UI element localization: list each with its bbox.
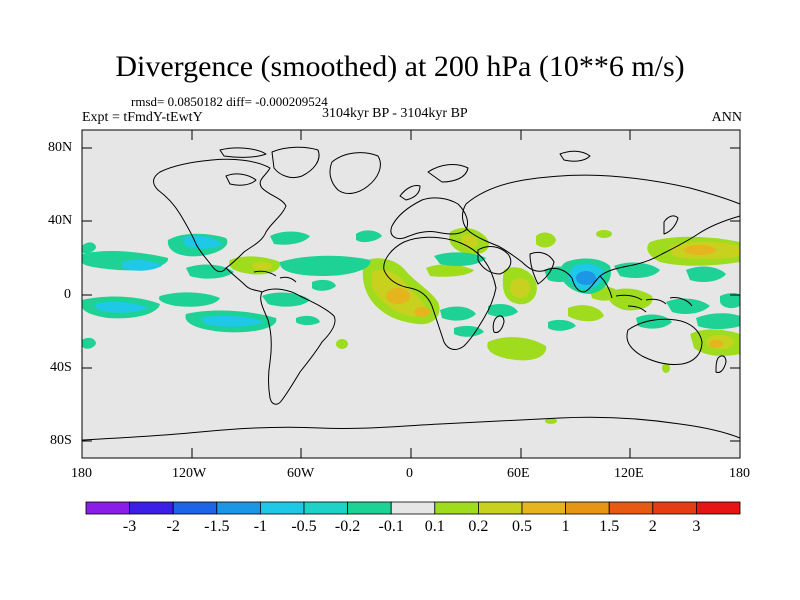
colorbar-label: 1.5 [599, 518, 620, 535]
lon-label-120e: 120E [614, 466, 644, 481]
lat-label-40n: 40N [48, 213, 73, 228]
colorbar-swatch [390, 501, 436, 515]
lon-label-120w: 120W [172, 466, 207, 481]
colorbar-label: -3 [122, 518, 137, 535]
lon-label-60w: 60W [287, 466, 315, 481]
lat-label-40s: 40S [50, 360, 72, 375]
colorbar-swatch [303, 501, 348, 515]
colorbar-swatch [565, 501, 610, 515]
colorbar-label: -0.2 [334, 518, 361, 535]
colorbar-label: 0.2 [468, 518, 489, 535]
map-title: Divergence (smoothed) at 200 hPa (10**6 … [115, 50, 685, 83]
lon-label-180e: 180 [729, 466, 750, 481]
colorbar-label: 3 [692, 518, 701, 535]
colorbar-swatch [608, 501, 654, 515]
colorbar-label: -1 [253, 518, 268, 535]
colorbar-swatch [216, 501, 261, 515]
colorbar-swatch [477, 501, 523, 515]
lat-label-0: 0 [64, 287, 71, 302]
colorbar-swatch [259, 501, 305, 515]
colorbar-swatch [696, 501, 741, 515]
colorbar-label: -1.5 [204, 518, 230, 535]
colorbar-swatch [172, 501, 218, 515]
colorbar-swatch [129, 501, 174, 515]
colorbar-label: -2 [166, 518, 180, 535]
colorbar-label: -0.5 [291, 518, 317, 535]
colorbar-swatch [434, 501, 479, 515]
lon-label-60e: 60E [507, 466, 530, 481]
lon-tick-marks [81, 130, 741, 458]
experiment-label: Expt = tFmdY-tEwtY [82, 110, 203, 125]
colorbar-label: 0.1 [424, 518, 445, 535]
period-label: 3104kyr BP - 3104kyr BP [322, 106, 468, 121]
colorbar-label: 0.5 [512, 518, 532, 535]
lat-tick-marks [82, 147, 740, 442]
colorbar-swatch [85, 501, 130, 515]
season-label: ANN [711, 110, 742, 125]
colorbar-label: -0.1 [378, 518, 404, 535]
colorbar-label: 2 [648, 518, 657, 535]
negative-anomalies [82, 230, 740, 349]
lat-label-80s: 80S [50, 433, 72, 448]
colorbar-swatch [652, 501, 697, 515]
coastlines [81, 146, 741, 441]
colorbar-swatch [521, 501, 566, 515]
lon-label-180w: 180 [71, 466, 92, 481]
positive-anomalies [229, 227, 740, 424]
colorbar [85, 501, 741, 515]
colorbar-label: 1 [561, 518, 570, 535]
lon-label-0: 0 [406, 466, 413, 481]
rmsd-diff-stats: rmsd= 0.0850182 diff= -0.000209524 [131, 94, 328, 109]
lat-label-80n: 80N [48, 140, 73, 155]
colorbar-swatch [347, 501, 392, 515]
